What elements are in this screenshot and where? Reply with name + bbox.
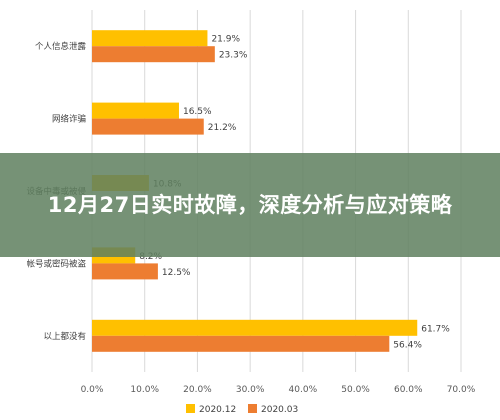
legend-label: 2020.03 <box>261 405 298 415</box>
x-tick-label: 30.0% <box>236 385 265 395</box>
bar-2020-03 <box>92 46 215 63</box>
bar-2020-12 <box>92 102 179 119</box>
x-tick-label: 50.0% <box>341 385 370 395</box>
x-tick-label: 10.0% <box>130 385 159 395</box>
data-label: 23.3% <box>219 51 248 61</box>
legend-swatch <box>186 404 195 413</box>
bar-2020-03 <box>92 263 158 280</box>
bar-2020-03 <box>92 118 204 135</box>
data-label: 61.7% <box>421 324 450 334</box>
category-label: 帐号或密码被盗 <box>26 258 86 269</box>
data-label: 16.5% <box>183 107 212 117</box>
data-label: 56.4% <box>393 340 422 350</box>
data-label: 21.9% <box>211 35 240 45</box>
legend-label: 2020.12 <box>199 405 236 415</box>
x-tick-label: 20.0% <box>183 385 212 395</box>
legend-swatch <box>248 404 257 413</box>
data-label: 21.2% <box>208 123 237 133</box>
data-label: 12.5% <box>162 268 191 278</box>
x-tick-label: 60.0% <box>394 385 423 395</box>
category-label: 个人信息泄露 <box>35 41 87 52</box>
banner-title: 12月27日实时故障，深度分析与应对策略 <box>47 193 453 217</box>
category-label: 网络诈骗 <box>52 114 86 125</box>
x-tick-label: 70.0% <box>447 385 476 395</box>
bar-2020-03 <box>92 335 390 352</box>
x-tick-label: 40.0% <box>289 385 318 395</box>
bar-2020-12 <box>92 30 208 47</box>
title-banner: 12月27日实时故障，深度分析与应对策略 <box>0 153 500 257</box>
x-tick-label: 0.0% <box>81 385 104 395</box>
bar-2020-12 <box>92 319 418 336</box>
category-label: 以上都没有 <box>43 331 86 342</box>
